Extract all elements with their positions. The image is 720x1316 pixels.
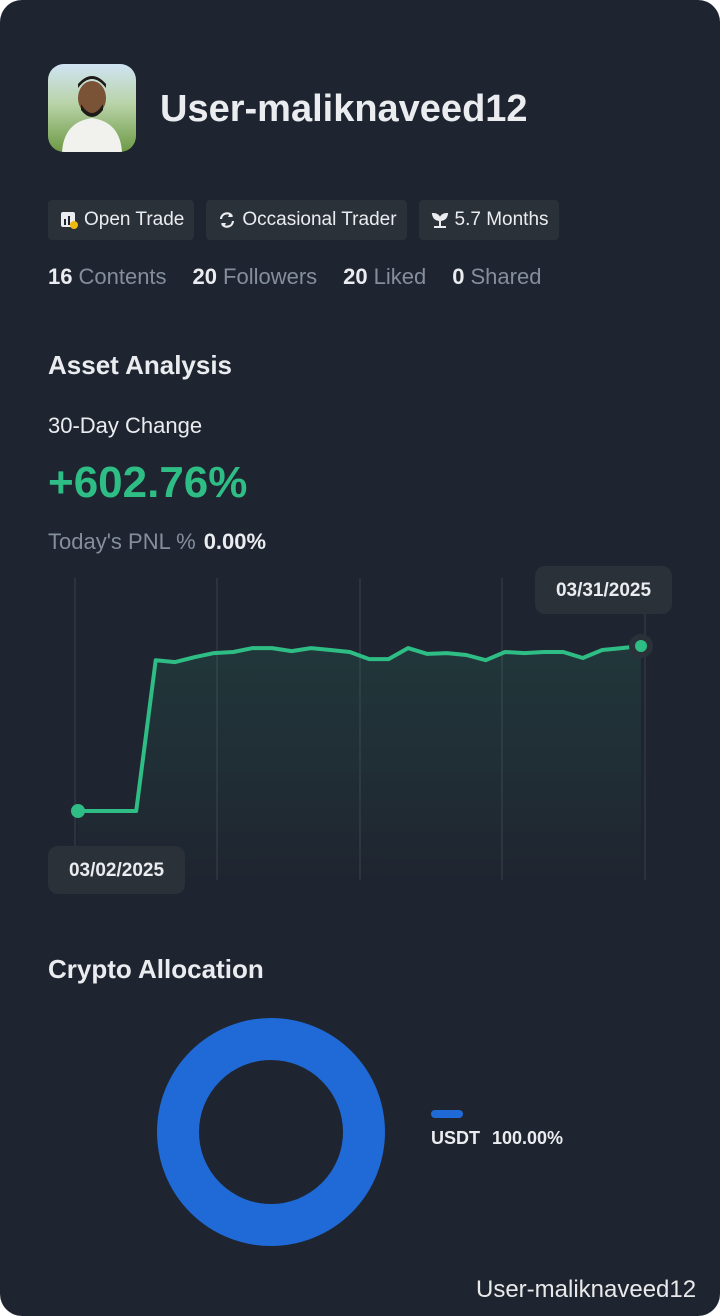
stat-label: Shared (470, 264, 542, 289)
date-label: 03/02/2025 (69, 860, 165, 881)
avatar[interactable] (48, 64, 136, 152)
tag-icon (431, 212, 448, 228)
tag-label: 5.7 Months (454, 209, 549, 230)
donut-segment (157, 1018, 385, 1246)
date-badge (535, 566, 672, 614)
pnl: Today's PNL % 0.00% (48, 529, 266, 555)
tag-label: Occasional Trader (242, 209, 397, 230)
tag[interactable]: Open Trade (48, 200, 195, 240)
end-point (635, 640, 647, 652)
tag-icon (61, 212, 78, 229)
legend-value: 100.00% (492, 1128, 563, 1148)
line-area (78, 646, 641, 880)
avatar-figure (62, 76, 122, 152)
stats: 16 Contents 20 Followers 20 Liked 0 Shared (48, 264, 541, 290)
legend-swatch (431, 1110, 463, 1118)
stat-count: 16 (48, 264, 73, 289)
legend-label: USDT (431, 1128, 480, 1148)
tag-list: Open Trade Occasional Trader 5.7 Months (48, 200, 559, 240)
username: User-maliknaveed12 (160, 88, 528, 130)
stat-count: 0 (452, 264, 465, 289)
section-title: Asset Analysis (48, 350, 233, 380)
pnl-value: 0.00% (203, 529, 267, 554)
stat[interactable]: 0 Shared (452, 264, 541, 290)
change-label: 30-Day Change (48, 413, 203, 438)
stat-count: 20 (192, 264, 218, 289)
stat-label: Contents (78, 264, 167, 289)
stat-label: Followers (223, 264, 318, 289)
stat[interactable]: 20 Followers (193, 264, 318, 290)
tag[interactable]: 5.7 Months (418, 200, 559, 240)
tag-label: Open Trade (84, 209, 185, 230)
pnl-label: Today's PNL % (48, 529, 196, 554)
date-label: 03/31/2025 (556, 580, 652, 601)
end-point (71, 804, 85, 818)
line (78, 644, 642, 813)
tag[interactable]: Occasional Trader (206, 200, 407, 240)
stat[interactable]: 16 Contents (48, 264, 167, 290)
tag-icon (220, 212, 235, 228)
stat-label: Liked (373, 264, 427, 289)
section-title: Crypto Allocation (48, 954, 264, 984)
stat[interactable]: 20 Liked (343, 264, 426, 290)
watermark: User-maliknaveed12 (476, 1276, 697, 1303)
date-badge (48, 846, 185, 894)
change-value: +602.76% (48, 458, 248, 507)
stat-count: 20 (343, 264, 368, 289)
